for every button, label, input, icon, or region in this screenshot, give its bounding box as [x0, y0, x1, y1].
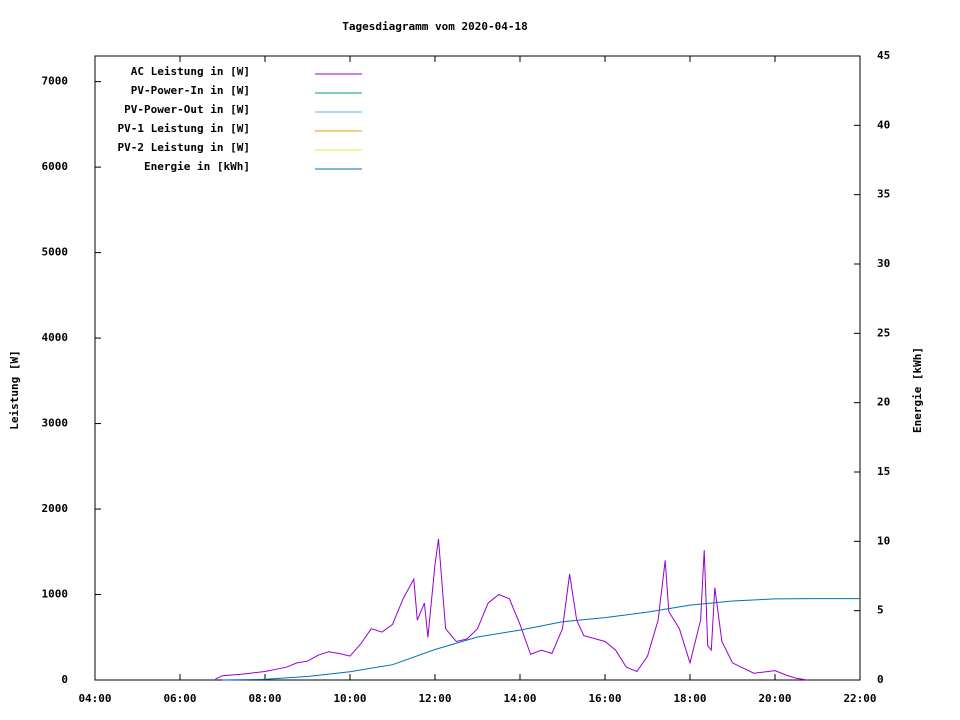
- y-tick-label: 6000: [42, 160, 69, 173]
- y-tick-label: 2000: [42, 502, 69, 515]
- plot-frame: [94, 55, 861, 681]
- x-tick-label: 12:00: [418, 692, 451, 705]
- y2-tick-label: 30: [877, 257, 890, 270]
- legend-label: PV-Power-Out in [W]: [124, 103, 250, 116]
- y-tick-label: 5000: [42, 246, 69, 259]
- y-tick-label: 0: [61, 673, 68, 686]
- y-tick-label: 3000: [42, 417, 69, 430]
- y-tick-label: 1000: [42, 588, 69, 601]
- y-tick-label: 7000: [42, 75, 69, 88]
- y2-tick-label: 0: [877, 673, 884, 686]
- y2-tick-label: 5: [877, 604, 884, 617]
- series-line: [222, 598, 860, 681]
- x-tick-label: 08:00: [248, 692, 281, 705]
- y2-tick-label: 20: [877, 396, 890, 409]
- x-tick-label: 18:00: [673, 692, 706, 705]
- y2-axis-label: Energie [kWh]: [911, 347, 924, 433]
- y2-tick-label: 15: [877, 465, 890, 478]
- x-tick-label: 16:00: [588, 692, 621, 705]
- legend-label: PV-1 Leistung in [W]: [118, 122, 250, 135]
- legend-label: PV-2 Leistung in [W]: [118, 141, 250, 154]
- series-line: [215, 538, 807, 681]
- legend-label: Energie in [kWh]: [144, 160, 250, 173]
- legend-label: PV-Power-In in [W]: [131, 84, 250, 97]
- y-tick-label: 4000: [42, 331, 69, 344]
- x-tick-label: 04:00: [78, 692, 111, 705]
- chart-title: Tagesdiagramm vom 2020-04-18: [342, 20, 527, 33]
- x-tick-label: 22:00: [843, 692, 876, 705]
- x-tick-label: 10:00: [333, 692, 366, 705]
- y-axis-label: Leistung [W]: [8, 350, 21, 429]
- x-tick-label: 14:00: [503, 692, 536, 705]
- x-tick-label: 06:00: [163, 692, 196, 705]
- y2-tick-label: 45: [877, 49, 890, 62]
- y2-tick-label: 10: [877, 534, 890, 547]
- y2-tick-label: 35: [877, 188, 890, 201]
- y2-tick-label: 40: [877, 118, 890, 131]
- x-tick-label: 20:00: [758, 692, 791, 705]
- y2-tick-label: 25: [877, 326, 890, 339]
- legend-label: AC Leistung in [W]: [131, 65, 250, 78]
